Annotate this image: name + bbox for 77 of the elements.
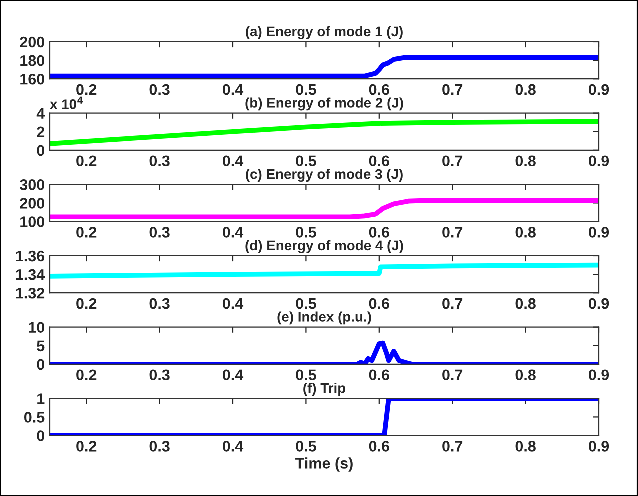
x-tick-label: 0.7	[442, 298, 463, 310]
x-tick-label: 0.8	[516, 441, 536, 452]
x-tick-label: 0.3	[150, 370, 170, 381]
y-tick-label: 0	[37, 430, 45, 442]
line-series	[50, 262, 599, 279]
x-tick-label: 0.3	[150, 84, 170, 96]
x-tick-label: 0.6	[369, 298, 390, 310]
x-tick-label: 0.8	[516, 298, 536, 310]
y-tick-label: 300	[20, 180, 45, 190]
y-tick-label: 0	[37, 145, 45, 156]
y-tick-label: 1.32	[16, 288, 45, 299]
chart-title: (e) Index (p.u.)	[278, 312, 372, 325]
y-tick-label: 4	[36, 108, 46, 119]
x-tick-label: 0.6	[369, 156, 390, 167]
y-tick-label: 200	[20, 36, 45, 48]
chart-title: (d) Energy of mode 4 (J)	[246, 240, 404, 254]
x-tick-label: 0.9	[588, 227, 610, 238]
y-tick-label: 0	[37, 359, 45, 370]
y-tick-label: 1.34	[16, 269, 46, 280]
x-tick-label: 0.7	[442, 156, 463, 167]
x-tick-label: 0.9	[588, 441, 610, 452]
x-tick-label: 0.2	[76, 441, 97, 452]
x-tick-label: 0.4	[222, 298, 244, 310]
x-tick-label: 0.2	[76, 298, 97, 310]
x-tick-label: 0.3	[150, 156, 170, 167]
x-tick-label: 0.2	[76, 84, 97, 96]
y-tick-label: 2	[37, 126, 45, 138]
x-tick-label: 0.3	[150, 298, 170, 310]
y-tick-label: 160	[20, 74, 45, 85]
x-tick-label: 0.4	[222, 156, 244, 167]
y-tick-label: 180	[20, 55, 45, 66]
x-tick-label: 0.7	[442, 84, 463, 96]
x-tick-label: 0.2	[76, 370, 97, 381]
y-tick-label: 5	[37, 340, 45, 352]
x-tick-label: 0.8	[516, 156, 536, 167]
x-tick-label: 0.8	[516, 370, 536, 381]
x-tick-label: 0.5	[296, 298, 316, 310]
x-tick-label: 0.2	[76, 156, 97, 167]
x-tick-label: 0.4	[222, 227, 244, 238]
x-tick-label: 0.4	[222, 370, 244, 381]
chart-title: (c) Energy of mode 3 (J)	[246, 169, 403, 182]
x-tick-label: 0.5	[296, 227, 316, 238]
chart-title: (a) Energy of mode 1 (J)	[246, 26, 403, 40]
y-tick-label: 10	[29, 322, 45, 334]
x-tick-label: 0.6	[369, 370, 390, 381]
y-tick-label: 1	[38, 394, 45, 404]
text: x 10$^{4}$	[50, 96, 84, 110]
x-tick-label: 0.2	[76, 227, 97, 238]
y-tick-label: 100	[20, 216, 45, 228]
chart-title: (f) Trip	[304, 383, 346, 396]
x-tick-label: 0.7	[442, 441, 463, 452]
x-tick-label: 0.3	[150, 227, 170, 238]
x-tick-label: 0.5	[296, 370, 316, 381]
x-tick-label: 0.9	[588, 84, 610, 96]
x-tick-label: 0.5	[296, 441, 316, 452]
x-tick-label: 0.7	[442, 227, 463, 238]
x-tick-label: 0.5	[296, 84, 316, 96]
x-tick-label: 0.9	[588, 156, 610, 167]
x-tick-label: 0.6	[369, 84, 390, 96]
x-tick-label: 0.6	[369, 227, 390, 238]
line-series	[50, 198, 599, 220]
x-tick-label: 0.9	[588, 370, 610, 381]
y-tick-label: 1.36	[16, 250, 45, 262]
chart-title: (b) Energy of mode 2 (J)	[246, 98, 404, 111]
x-tick-label: 0.3	[150, 441, 170, 452]
y-tick-label: 0.5	[24, 412, 45, 423]
x-tick-label: 0.4	[222, 441, 244, 452]
x-tick-label: 0.7	[442, 370, 463, 381]
line-series	[50, 119, 599, 146]
x-tick-label: 0.4	[222, 84, 244, 96]
x-tick-label: 0.9	[588, 298, 610, 310]
x-axis-title: Time (s)	[296, 458, 353, 472]
y-tick-label: 200	[20, 198, 45, 209]
x-tick-label: 0.8	[516, 227, 536, 238]
x-tick-label: 0.8	[516, 84, 536, 96]
x-tick-label: 0.6	[369, 441, 390, 452]
x-tick-label: 0.5	[296, 156, 316, 167]
